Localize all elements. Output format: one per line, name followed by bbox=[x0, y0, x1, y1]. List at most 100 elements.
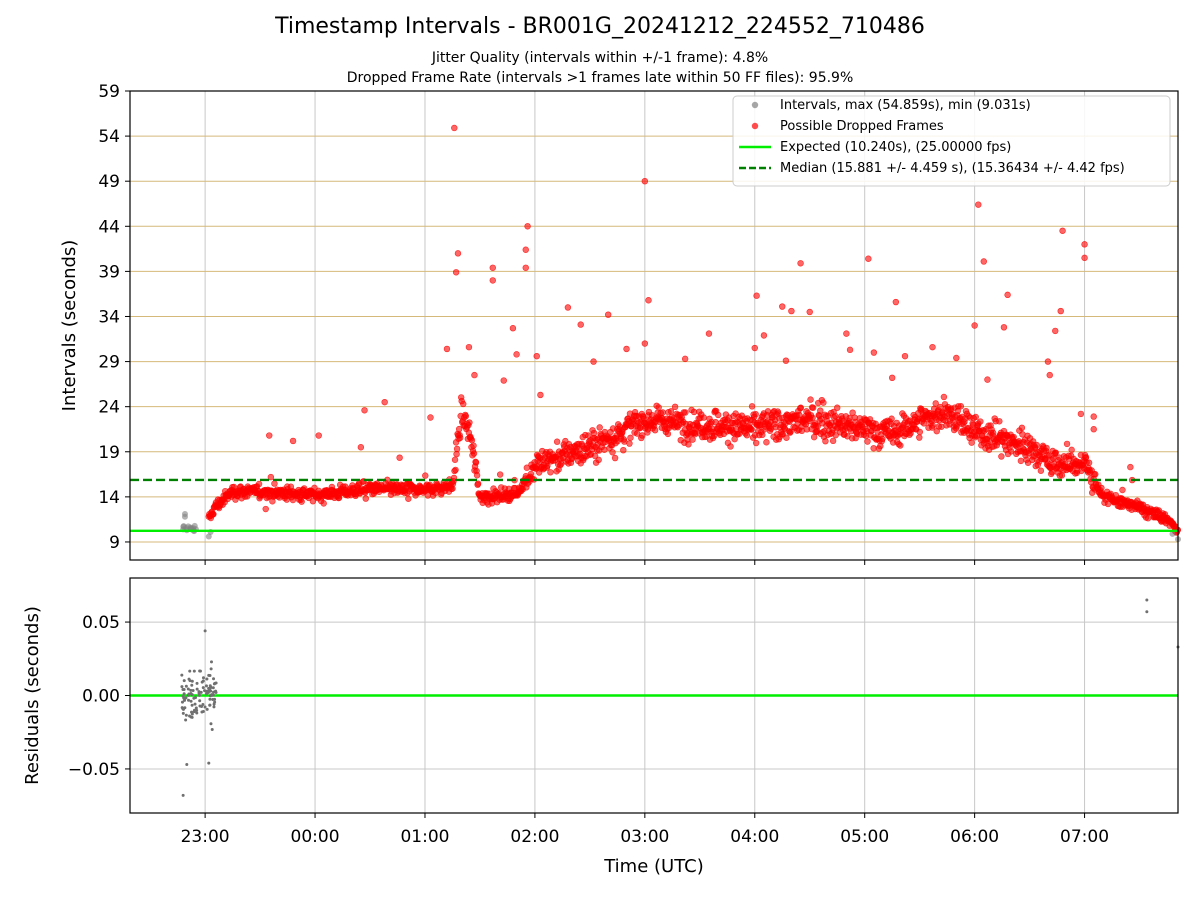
intervals-y-axis-label: Intervals (seconds) bbox=[59, 240, 80, 412]
dropped-frame-point bbox=[787, 428, 794, 435]
dropped-frame-point bbox=[916, 434, 923, 441]
dropped-frame-outlier bbox=[266, 432, 273, 439]
dropped-frame-point bbox=[864, 438, 871, 445]
dropped-frame-point bbox=[466, 419, 473, 426]
dropped-frame-point bbox=[831, 412, 839, 420]
dropped-frame-outlier bbox=[489, 264, 496, 271]
dropped-frame-point bbox=[977, 418, 984, 425]
dropped-frame-point bbox=[783, 434, 790, 441]
dropped-frame-outlier bbox=[1077, 410, 1085, 418]
dropped-frame-point bbox=[1017, 457, 1025, 465]
dropped-frame-point bbox=[298, 498, 305, 505]
dropped-frame-outlier bbox=[870, 349, 878, 356]
dropped-frame-point bbox=[1007, 448, 1015, 455]
dropped-frame-outlier bbox=[513, 351, 520, 358]
dropped-frame-outlier bbox=[1081, 254, 1088, 262]
x-tick-label: 03:00 bbox=[620, 827, 669, 847]
residual-point bbox=[198, 699, 202, 703]
dropped-frame-point bbox=[957, 403, 965, 410]
residual-point bbox=[180, 700, 184, 704]
dropped-frame-point bbox=[920, 420, 928, 427]
dropped-frame-outlier bbox=[427, 414, 434, 421]
dropped-frame-outlier bbox=[1046, 371, 1053, 379]
dropped-frame-point bbox=[700, 414, 708, 421]
y-tick-label: 49 bbox=[98, 172, 120, 192]
dropped-frame-outlier bbox=[524, 223, 531, 230]
dropped-frame-point bbox=[797, 404, 804, 411]
dropped-frame-outlier bbox=[315, 432, 322, 439]
dropped-frame-point bbox=[932, 400, 939, 407]
residual-point bbox=[201, 686, 205, 690]
residual-point bbox=[197, 690, 201, 694]
x-tick-label: 05:00 bbox=[840, 827, 889, 847]
dropped-frame-point bbox=[609, 449, 616, 456]
dropped-frame-outlier bbox=[901, 352, 909, 360]
residual-point bbox=[211, 697, 215, 701]
dropped-frame-point bbox=[468, 437, 476, 444]
dropped-frame-point bbox=[472, 459, 480, 466]
dropped-frame-outlier bbox=[381, 398, 388, 406]
dropped-frame-outlier bbox=[681, 355, 689, 363]
residual-point bbox=[186, 687, 190, 691]
dropped-frame-point bbox=[809, 404, 817, 411]
dropped-frame-outlier bbox=[980, 258, 987, 265]
chart-title: Timestamp Intervals - BR001G_20241212_22… bbox=[275, 14, 925, 39]
residual-point bbox=[190, 679, 194, 683]
dropped-frame-outlier bbox=[454, 250, 462, 257]
y-tick-label: 24 bbox=[98, 398, 120, 418]
residual-point bbox=[204, 684, 208, 688]
residual-point bbox=[181, 694, 185, 698]
dropped-frame-point bbox=[752, 439, 760, 447]
residual-point bbox=[209, 660, 213, 664]
y-tick-label: 9 bbox=[109, 533, 120, 553]
dropped-frame-point bbox=[595, 456, 602, 464]
y-tick-label: 0.05 bbox=[82, 613, 120, 633]
residual-point bbox=[190, 710, 194, 714]
residual-point bbox=[203, 705, 207, 709]
dropped-frame-outlier bbox=[788, 307, 795, 315]
residual-point bbox=[1145, 598, 1149, 602]
dropped-frame-point bbox=[255, 480, 263, 488]
dropped-frame-outlier bbox=[1059, 227, 1066, 234]
dropped-frame-outlier bbox=[452, 269, 460, 276]
residual-point bbox=[190, 703, 194, 707]
residual-point bbox=[181, 711, 185, 715]
dropped-frame-outlier bbox=[705, 330, 713, 337]
dropped-frame-point bbox=[888, 415, 895, 422]
dropped-frame-outlier bbox=[1044, 358, 1052, 365]
y-tick-label: 19 bbox=[98, 443, 120, 463]
residual-point bbox=[181, 793, 185, 797]
dropped-frame-point bbox=[1098, 484, 1105, 492]
legend-entry-label: Possible Dropped Frames bbox=[780, 119, 944, 134]
residual-point bbox=[183, 696, 187, 700]
dropped-frame-point bbox=[470, 450, 478, 457]
residual-point bbox=[182, 679, 186, 683]
dropped-frame-point bbox=[727, 443, 734, 450]
dropped-frame-point bbox=[996, 418, 1003, 425]
residual-point bbox=[211, 693, 215, 697]
dropped-frame-outlier bbox=[577, 321, 584, 328]
dropped-frame-point bbox=[462, 412, 469, 420]
dropped-frame-point bbox=[1018, 424, 1026, 432]
dropped-frame-point bbox=[422, 472, 429, 479]
dropped-frame-outlier bbox=[451, 124, 458, 132]
dropped-frame-outlier bbox=[753, 292, 760, 299]
dropped-frame-point bbox=[897, 442, 904, 449]
x-tick-label: 01:00 bbox=[400, 827, 449, 847]
residual-point bbox=[209, 667, 213, 671]
dropped-frame-outlier bbox=[357, 444, 365, 451]
dropped-frame-point bbox=[496, 471, 504, 478]
legend-intervals-marker bbox=[751, 101, 759, 109]
y-tick-label: 34 bbox=[98, 307, 120, 327]
residual-point bbox=[189, 688, 193, 692]
residual-point bbox=[190, 693, 194, 697]
x-axis-label: Time (UTC) bbox=[603, 856, 704, 877]
dropped-frame-outlier bbox=[892, 298, 900, 306]
x-tick-label: 06:00 bbox=[950, 827, 999, 847]
dropped-frame-point bbox=[1033, 441, 1040, 449]
dropped-frame-point bbox=[1085, 459, 1093, 466]
dropped-frames-series bbox=[205, 124, 1182, 536]
dropped-frame-point bbox=[689, 436, 696, 443]
x-tick-label: 04:00 bbox=[730, 827, 779, 847]
